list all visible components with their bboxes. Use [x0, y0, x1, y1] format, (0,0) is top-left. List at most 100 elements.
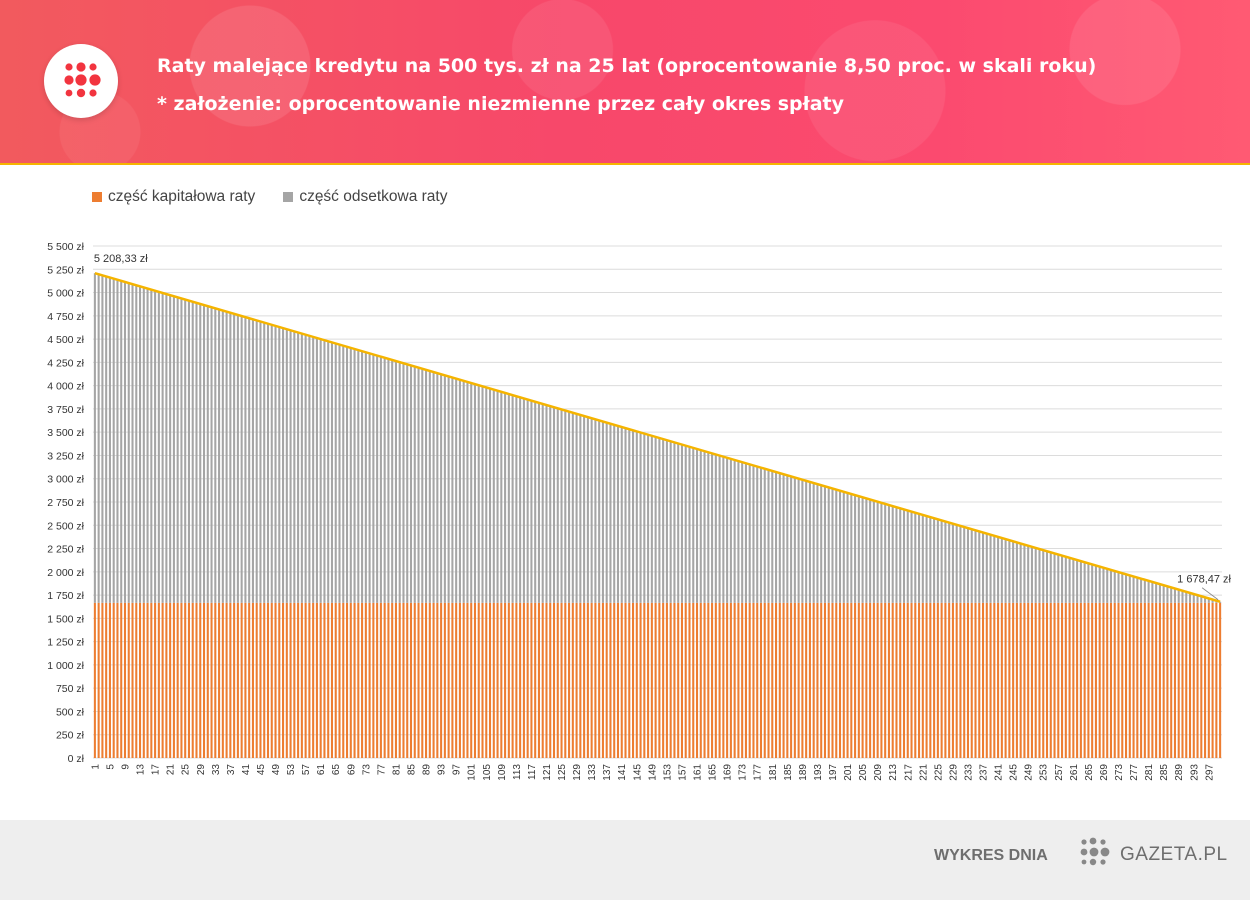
bar-interest — [643, 433, 646, 603]
bar-interest — [827, 487, 830, 603]
bar-capital — [428, 602, 431, 758]
bar-capital — [443, 602, 446, 758]
bar-capital — [925, 602, 928, 758]
bar-capital — [255, 602, 258, 758]
bar-capital — [1132, 602, 1135, 758]
bar-interest — [1177, 589, 1180, 603]
bar-capital — [556, 602, 559, 758]
bar-capital — [176, 602, 179, 758]
bar-interest — [808, 481, 811, 603]
bar-interest — [620, 427, 623, 603]
bar-interest — [304, 334, 307, 603]
bar-capital — [485, 602, 488, 758]
bar-interest — [887, 505, 890, 603]
bar-interest — [978, 531, 981, 603]
bar-interest — [1128, 575, 1131, 603]
bar-interest — [1038, 548, 1041, 603]
bar-interest — [1185, 591, 1188, 603]
bar-interest — [812, 483, 815, 603]
bar-capital — [1219, 602, 1222, 758]
bar-capital — [707, 602, 710, 758]
bar-interest — [797, 478, 800, 603]
bar-capital — [985, 602, 988, 758]
bar-capital — [914, 602, 917, 758]
bar-capital — [184, 602, 187, 758]
bar-interest — [737, 461, 740, 603]
bar-capital — [206, 602, 209, 758]
bar-capital — [552, 602, 556, 758]
bar-capital — [376, 602, 379, 758]
x-tick-label: 177 — [753, 764, 764, 781]
bar-capital — [1177, 602, 1180, 758]
bar-capital — [609, 602, 612, 758]
bar-interest — [654, 436, 657, 603]
bar-interest — [583, 416, 586, 603]
bar-interest — [1061, 555, 1064, 603]
bar-interest — [447, 376, 450, 603]
bar-capital — [797, 602, 800, 758]
bar-interest — [259, 321, 262, 603]
bar-interest — [628, 429, 631, 603]
bar-capital — [594, 602, 597, 758]
bar-interest — [1207, 598, 1210, 603]
bar-capital — [270, 602, 273, 758]
bar-interest — [552, 407, 556, 603]
bar-capital — [481, 602, 484, 758]
bar-capital — [733, 602, 736, 758]
bar-interest — [884, 503, 887, 603]
bar-capital — [1057, 602, 1060, 758]
bar-capital — [1166, 602, 1169, 758]
x-tick-label: 89 — [422, 764, 433, 776]
bar-interest — [1158, 584, 1161, 603]
bar-interest — [786, 475, 789, 603]
bar-interest — [579, 414, 582, 603]
bar-interest — [417, 367, 420, 603]
bar-interest — [97, 274, 100, 603]
x-tick-label: 245 — [1009, 764, 1020, 781]
bar-capital — [97, 602, 100, 758]
bar-capital — [665, 602, 668, 758]
x-tick-label: 45 — [256, 764, 267, 776]
bar-interest — [632, 430, 635, 603]
bar-interest — [255, 320, 258, 603]
bar-capital — [440, 602, 443, 758]
bar-interest — [526, 399, 529, 603]
bar-capital — [240, 602, 243, 758]
bar-capital — [470, 602, 473, 758]
x-tick-label: 125 — [557, 764, 568, 781]
x-tick-label: 157 — [677, 764, 688, 781]
bar-interest — [673, 442, 676, 603]
x-tick-label: 81 — [391, 764, 402, 776]
x-tick-label: 285 — [1159, 764, 1170, 781]
bar-interest — [680, 444, 683, 603]
bar-interest — [233, 313, 236, 603]
bar-capital — [312, 602, 315, 758]
bar-capital — [1192, 602, 1195, 758]
bar-interest — [210, 307, 213, 603]
x-tick-label: 181 — [768, 764, 779, 781]
bar-interest — [869, 499, 872, 603]
bar-capital — [974, 602, 977, 758]
x-tick-label: 197 — [828, 764, 839, 781]
bar-interest — [1147, 580, 1150, 603]
bar-interest — [195, 302, 198, 603]
bar-capital — [669, 602, 672, 758]
legend-item-interest: część odsetkowa raty — [283, 188, 448, 206]
x-tick-label: 261 — [1069, 764, 1080, 781]
bar-capital — [680, 602, 683, 758]
bar-capital — [981, 602, 985, 758]
bar-interest — [778, 473, 781, 603]
bar-capital — [583, 602, 586, 758]
bar-interest — [266, 323, 270, 603]
bar-interest — [297, 332, 300, 603]
bar-capital — [1094, 602, 1097, 758]
bar-interest — [1170, 587, 1173, 603]
bar-capital — [342, 602, 345, 758]
bar-interest — [846, 492, 849, 603]
bar-capital — [650, 602, 653, 758]
bar-interest — [1188, 592, 1192, 603]
bar-interest — [519, 397, 522, 603]
bar-interest — [139, 286, 142, 603]
bar-interest — [135, 285, 138, 603]
bar-capital — [722, 602, 725, 758]
